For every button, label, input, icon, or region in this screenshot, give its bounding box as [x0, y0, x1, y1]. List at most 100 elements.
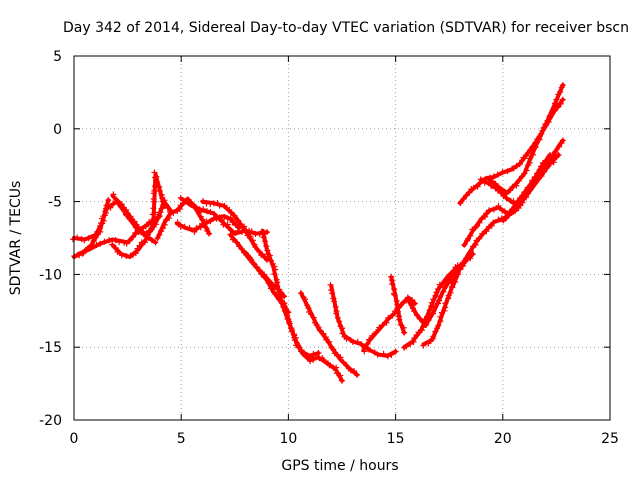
- data-point-marker: [406, 298, 413, 305]
- series-track: [361, 295, 417, 353]
- data-point-marker: [156, 188, 163, 195]
- data-point-marker: [198, 220, 205, 227]
- data-point-marker: [549, 107, 556, 114]
- data-point-marker: [337, 354, 344, 361]
- data-point-marker: [185, 199, 192, 206]
- data-point-marker: [271, 263, 278, 270]
- data-point-marker: [310, 314, 317, 321]
- data-point-marker: [151, 169, 158, 176]
- data-point-marker: [420, 318, 427, 325]
- data-point-marker: [490, 173, 497, 180]
- data-point-marker: [488, 222, 495, 229]
- data-point-marker: [151, 187, 158, 194]
- data-point-marker: [509, 183, 516, 190]
- data-point-marker: [127, 213, 134, 220]
- data-point-marker: [191, 228, 198, 235]
- data-point-marker: [229, 219, 236, 226]
- data-point-marker: [522, 188, 529, 195]
- data-point-marker: [395, 304, 402, 311]
- data-point-marker: [166, 215, 173, 222]
- data-point-marker: [532, 144, 539, 151]
- data-point-marker: [454, 270, 461, 277]
- data-point-marker: [557, 100, 564, 107]
- data-point-marker: [333, 364, 340, 371]
- data-point-marker: [463, 192, 470, 199]
- data-point-marker: [393, 297, 400, 304]
- data-point-marker: [181, 223, 188, 230]
- data-point-marker: [241, 223, 248, 230]
- data-point-marker: [397, 321, 404, 328]
- data-point-marker: [500, 193, 507, 200]
- series-track: [260, 228, 321, 358]
- data-point-marker: [320, 330, 327, 337]
- data-point-marker: [332, 303, 339, 310]
- data-point-marker: [490, 219, 497, 226]
- data-point-marker: [418, 327, 425, 334]
- data-point-marker: [249, 237, 256, 244]
- data-point-marker: [383, 319, 390, 326]
- data-point-marker: [434, 286, 441, 293]
- data-point-marker: [150, 221, 157, 228]
- data-point-marker: [112, 237, 119, 244]
- data-point-marker: [261, 253, 268, 260]
- data-point-marker: [495, 216, 502, 223]
- data-point-marker: [351, 367, 358, 374]
- data-point-marker: [328, 287, 335, 294]
- data-point-marker: [507, 187, 514, 194]
- data-point-marker: [423, 321, 430, 328]
- data-point-marker: [307, 358, 314, 365]
- data-point-marker: [411, 335, 418, 342]
- data-point-marker: [152, 174, 159, 181]
- data-point-marker: [141, 239, 148, 246]
- data-point-marker: [227, 214, 234, 221]
- data-point-marker: [457, 200, 464, 207]
- data-point-marker: [392, 348, 399, 355]
- data-point-marker: [263, 243, 270, 250]
- data-point-marker: [469, 226, 476, 233]
- y-axis-title: SDTVAR / TECUs: [8, 181, 24, 296]
- data-point-marker: [481, 179, 488, 186]
- data-point-marker: [430, 306, 437, 313]
- data-point-marker: [146, 227, 153, 234]
- data-point-marker: [85, 245, 92, 252]
- data-point-marker: [231, 212, 238, 219]
- data-point-marker: [457, 266, 464, 273]
- data-point-marker: [159, 225, 166, 232]
- data-point-marker: [229, 236, 236, 243]
- series-track-20: [420, 271, 461, 349]
- data-point-marker: [291, 337, 298, 344]
- data-point-marker: [304, 302, 311, 309]
- data-point-marker: [88, 243, 95, 250]
- data-point-marker: [268, 257, 275, 264]
- data-point-marker: [170, 209, 177, 216]
- data-point-marker: [499, 169, 506, 176]
- y-tick-label: -20: [39, 413, 62, 429]
- data-point-marker: [546, 152, 553, 159]
- data-point-marker: [431, 303, 438, 310]
- data-point-marker: [126, 237, 133, 244]
- data-point-marker: [416, 315, 423, 322]
- data-point-marker: [531, 173, 538, 180]
- data-point-marker: [118, 252, 125, 259]
- data-point-marker: [251, 241, 258, 248]
- data-point-marker: [460, 195, 467, 202]
- data-point-marker: [284, 312, 291, 319]
- data-point-marker: [510, 198, 517, 205]
- data-point-marker: [236, 243, 243, 250]
- data-point-marker: [472, 241, 479, 248]
- data-point-marker: [150, 195, 157, 202]
- data-point-marker: [343, 362, 350, 369]
- data-point-marker: [403, 343, 410, 350]
- x-tick-label: 0: [70, 431, 79, 447]
- data-point-marker: [369, 332, 376, 339]
- data-point-marker: [449, 283, 456, 290]
- data-point-marker: [354, 371, 361, 378]
- series-track: [72, 199, 158, 245]
- data-point-marker: [447, 289, 454, 296]
- data-point-marker: [388, 351, 395, 358]
- data-point-marker: [521, 194, 528, 201]
- data-point-marker: [483, 228, 490, 235]
- data-point-marker: [200, 206, 207, 213]
- data-point-marker: [464, 236, 471, 243]
- data-point-marker: [463, 255, 470, 262]
